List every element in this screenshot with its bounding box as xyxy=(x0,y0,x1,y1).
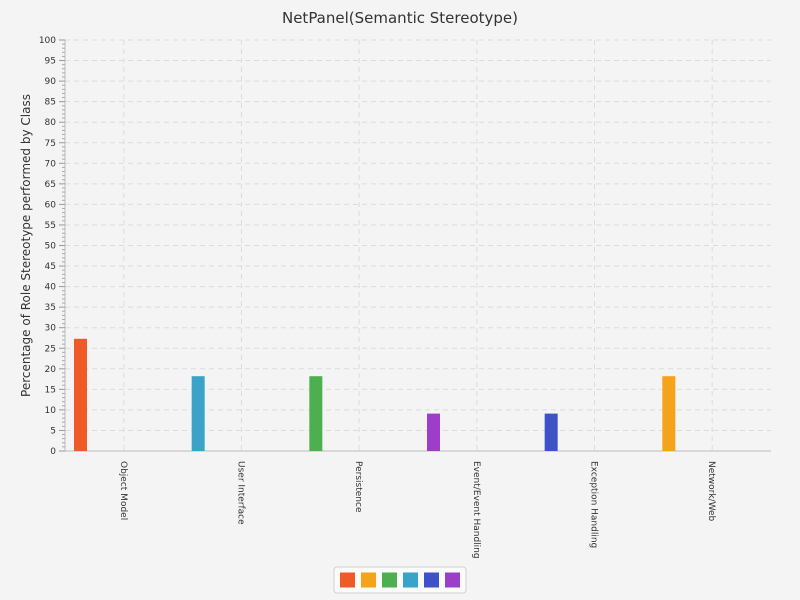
legend-swatch xyxy=(361,572,376,588)
x-category-label: Persistence xyxy=(353,461,363,513)
y-tick-label: 85 xyxy=(45,98,56,108)
y-tick-label: 45 xyxy=(45,262,56,272)
x-category-label: User Interface xyxy=(236,461,246,525)
legend xyxy=(333,566,467,594)
chart-title: NetPanel(Semantic Stereotype) xyxy=(282,9,518,27)
y-tick-label: 25 xyxy=(45,344,56,354)
y-tick-label: 10 xyxy=(45,406,57,416)
x-category-label: Network/Web xyxy=(706,461,716,522)
y-tick-label: 75 xyxy=(45,139,56,149)
bar xyxy=(544,413,558,451)
legend-swatch xyxy=(382,572,397,588)
y-tick-label: 70 xyxy=(45,159,57,169)
legend-swatch xyxy=(424,572,439,588)
y-tick-label: 0 xyxy=(50,447,56,457)
y-tick-label: 50 xyxy=(45,242,57,252)
x-category-label: Exception Handling xyxy=(589,461,599,548)
bar xyxy=(662,376,676,451)
y-tick-label: 60 xyxy=(45,200,57,210)
bar xyxy=(427,413,440,451)
y-tick-label: 5 xyxy=(50,426,56,436)
bar xyxy=(191,376,205,451)
bar xyxy=(74,338,87,451)
y-tick-label: 40 xyxy=(45,283,57,293)
y-tick-label: 30 xyxy=(45,324,57,334)
y-axis-label: Percentage of Role Stereotype performed … xyxy=(19,94,33,397)
y-tick-label: 15 xyxy=(45,385,56,395)
y-tick-label: 20 xyxy=(45,365,57,375)
legend-swatch xyxy=(445,572,460,588)
x-category-label: Event/Event Handling xyxy=(471,461,481,559)
legend-swatch xyxy=(340,572,355,588)
y-tick-label: 55 xyxy=(45,221,56,231)
y-tick-label: 95 xyxy=(45,57,56,67)
y-tick-label: 65 xyxy=(45,180,56,190)
bar xyxy=(309,376,323,451)
y-tick-label: 80 xyxy=(45,118,57,128)
y-tick-label: 90 xyxy=(45,77,57,87)
bars xyxy=(74,338,676,451)
x-axis-categories: Object Model User Interface Persistence Eve… xyxy=(118,461,716,559)
y-tick-label: 35 xyxy=(45,303,56,313)
y-axis-ticks: 0 5 10 15 20 25 30 35 40 45 50 55 60 65 70 75 80 85 90 95 10… xyxy=(39,36,65,457)
legend-swatch xyxy=(403,572,418,588)
grid xyxy=(65,39,771,451)
y-tick-label: 100 xyxy=(39,36,56,46)
x-category-label: Object Model xyxy=(118,461,128,520)
